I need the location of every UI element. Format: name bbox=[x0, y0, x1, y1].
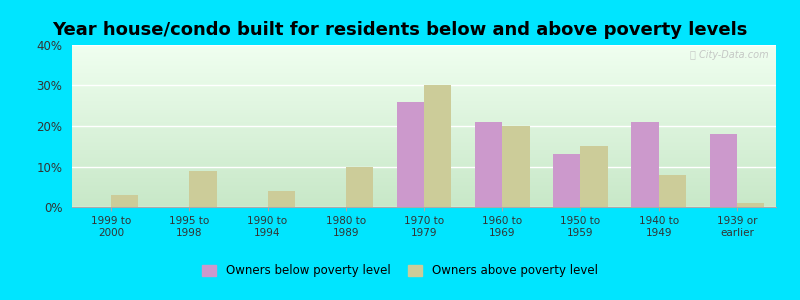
Text: Year house/condo built for residents below and above poverty levels: Year house/condo built for residents bel… bbox=[52, 21, 748, 39]
Bar bbox=[553, 154, 581, 207]
Bar bbox=[111, 195, 138, 207]
Bar bbox=[424, 85, 451, 207]
Bar bbox=[397, 102, 424, 207]
Bar bbox=[190, 170, 217, 207]
Bar bbox=[581, 146, 608, 207]
Bar bbox=[658, 175, 686, 207]
Bar bbox=[710, 134, 737, 207]
Bar bbox=[737, 203, 764, 207]
Bar bbox=[502, 126, 530, 207]
Text: ⓘ City-Data.com: ⓘ City-Data.com bbox=[690, 50, 769, 60]
Bar bbox=[475, 122, 502, 207]
Bar bbox=[631, 122, 658, 207]
Bar bbox=[267, 191, 295, 207]
Bar bbox=[346, 167, 373, 207]
Legend: Owners below poverty level, Owners above poverty level: Owners below poverty level, Owners above… bbox=[198, 260, 602, 282]
